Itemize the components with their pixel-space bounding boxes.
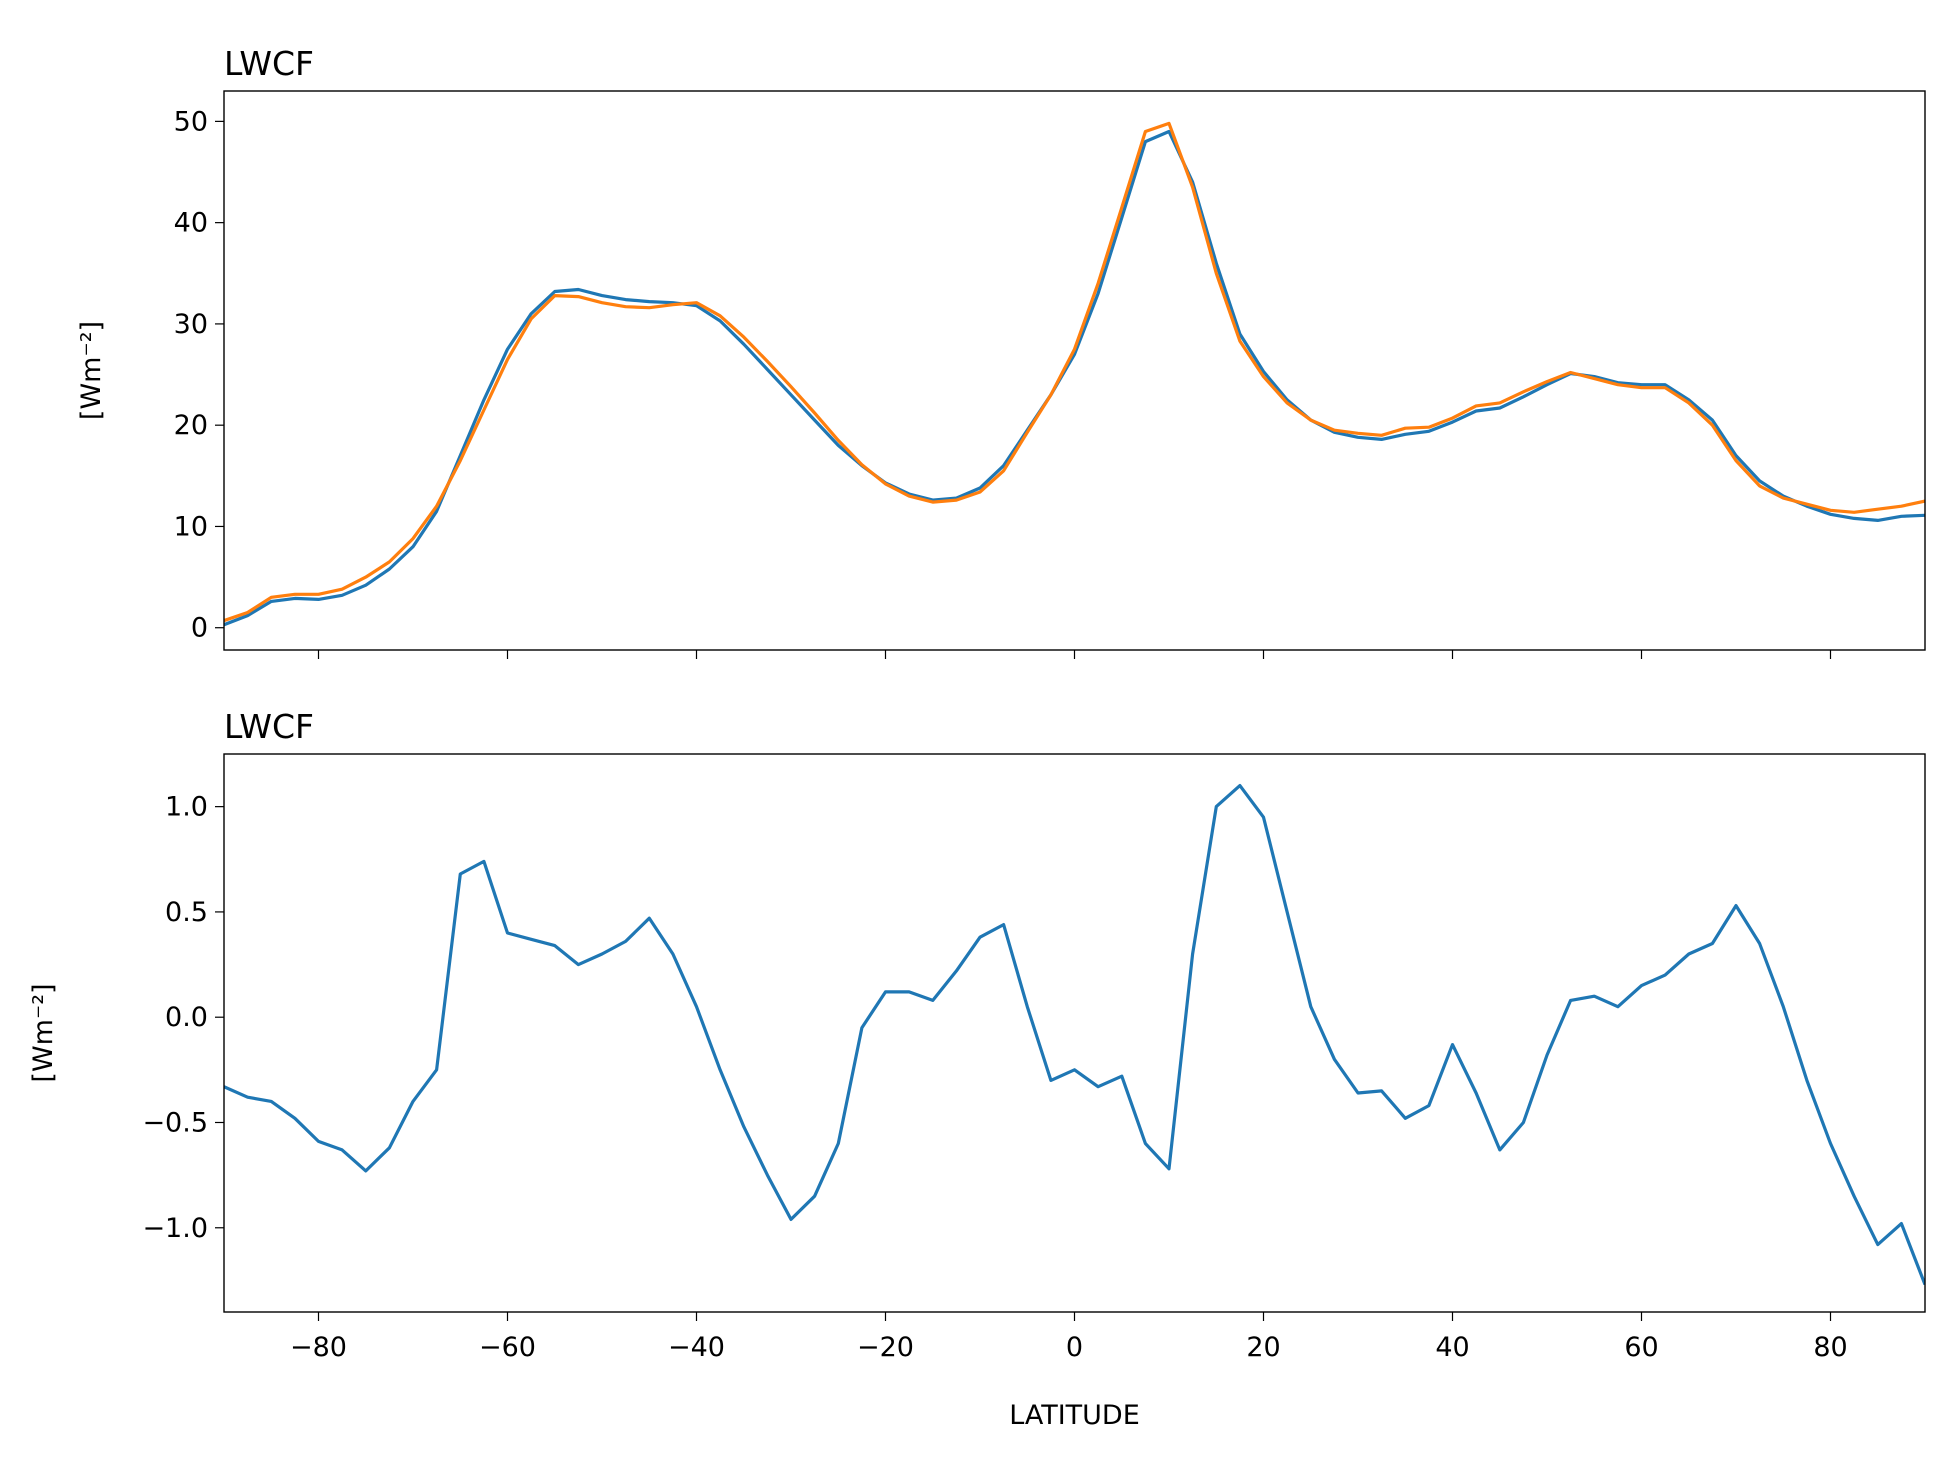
plot-frame	[223, 753, 1926, 1313]
y-tick-label: 0.0	[165, 1002, 208, 1033]
y-tick-label: 50	[174, 106, 208, 137]
x-tick-label: 40	[1435, 1332, 1469, 1363]
x-tick-label: 80	[1813, 1332, 1847, 1363]
x-tick-label: −20	[857, 1332, 914, 1363]
x-tick-label: 0	[1066, 1332, 1083, 1363]
y-tick-label: −0.5	[142, 1107, 208, 1138]
data-line	[224, 121, 1925, 623]
x-tick-label: 60	[1624, 1332, 1658, 1363]
y-axis-label: [Wm⁻²]	[76, 321, 107, 420]
y-tick-label: 0	[191, 613, 208, 644]
y-tick-label: 40	[174, 208, 208, 239]
x-tick-label: −80	[290, 1332, 347, 1363]
data-line	[224, 129, 1925, 627]
y-tick-label: 20	[174, 410, 208, 441]
y-tick-label: −1.0	[142, 1213, 208, 1244]
y-axis-label: [Wm⁻²]	[28, 983, 59, 1082]
x-tick-label: −40	[668, 1332, 725, 1363]
y-tick-label: 30	[174, 309, 208, 340]
chart-title: LWCF	[224, 707, 314, 746]
data-line	[224, 784, 1925, 1286]
plot-frame	[223, 90, 1926, 651]
y-tick-label: 1.0	[165, 792, 208, 823]
y-tick-label: 10	[174, 511, 208, 542]
x-tick-label: −60	[479, 1332, 536, 1363]
x-tick-label: 20	[1246, 1332, 1280, 1363]
y-tick-label: 0.5	[165, 897, 208, 928]
chart-title: LWCF	[224, 44, 314, 83]
x-axis-label: LATITUDE	[1009, 1400, 1140, 1431]
